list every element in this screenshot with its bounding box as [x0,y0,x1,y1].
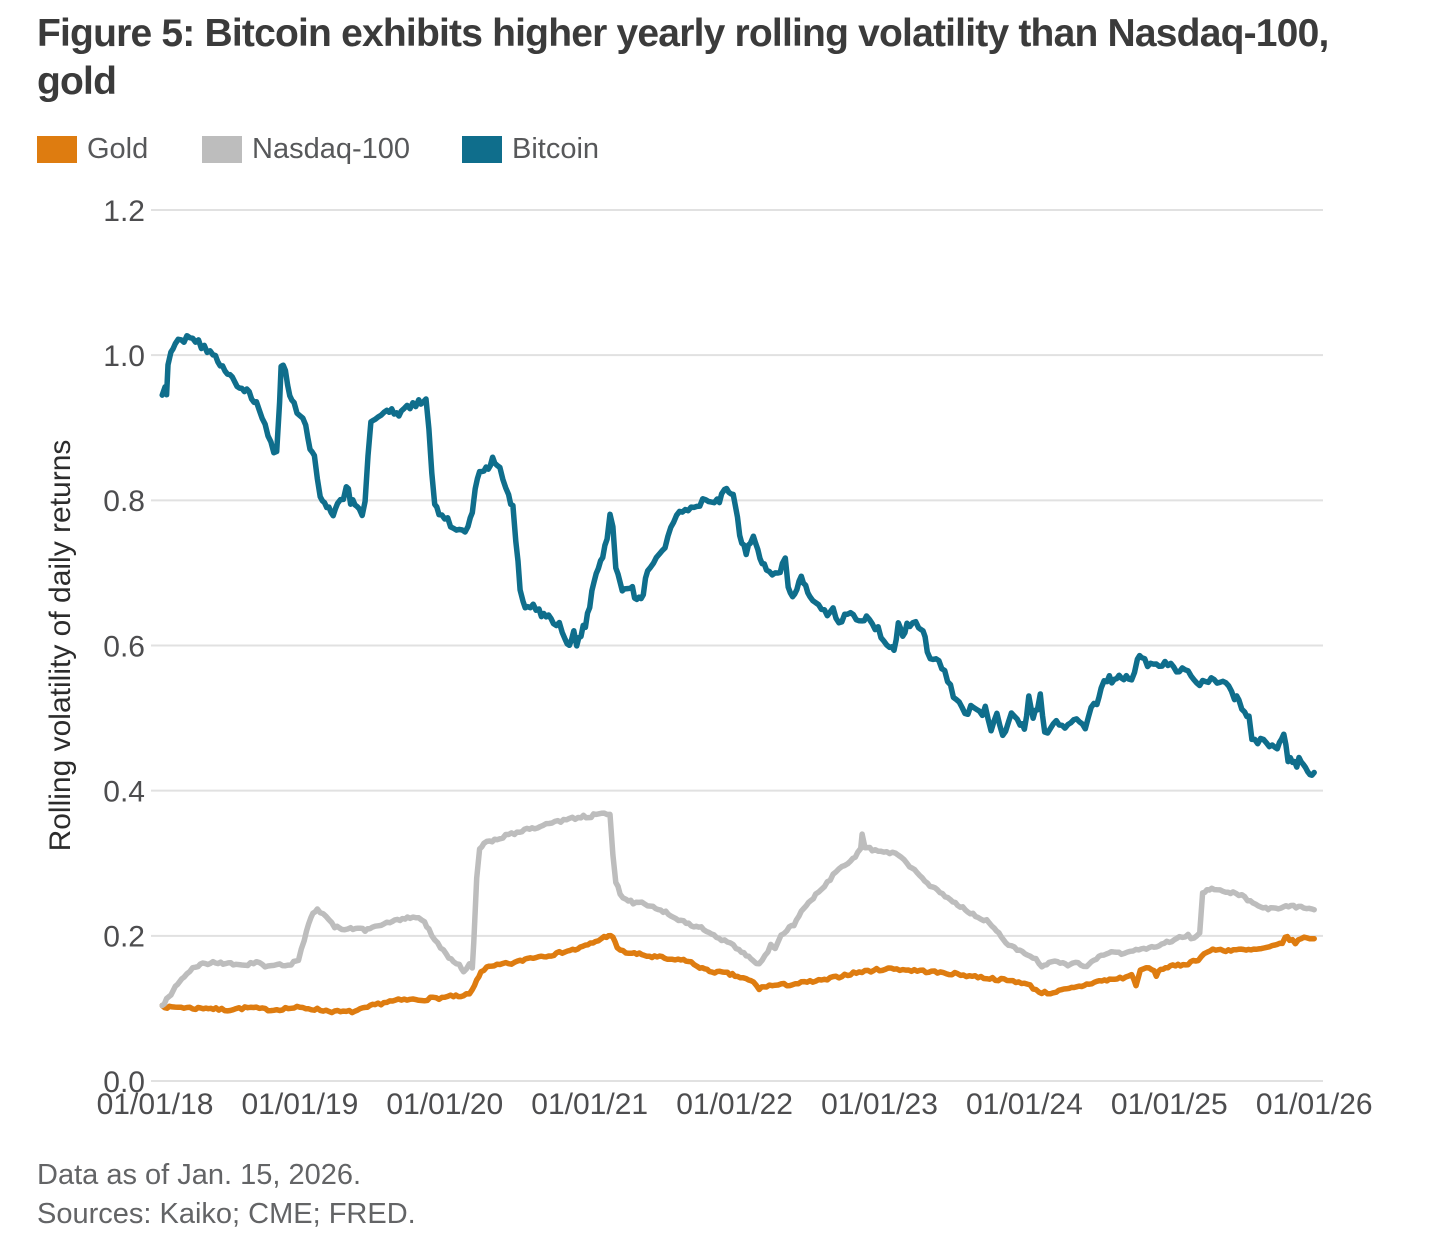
figure-title: Figure 5: Bitcoin exhibits higher yearly… [37,12,1329,104]
bitcoin-swatch-icon [462,135,502,163]
x-tick-label: 01/01/20 [386,1088,503,1121]
legend-item-nasdaq-100: Nasdaq-100 [202,132,410,165]
series-line-nasdaq-100 [159,810,1317,1009]
gold-swatch-icon [37,135,77,163]
y-tick-label: 1.0 [103,340,145,373]
x-tick-label: 01/01/21 [531,1088,648,1121]
legend-item-bitcoin: Bitcoin [462,132,600,165]
x-tick-label: 01/01/25 [1111,1088,1228,1121]
series-line-bitcoin [159,332,1317,778]
footnote-sources: Sources: Kaiko; CME; FRED. [37,1198,416,1230]
legend: Gold Nasdaq-100 Bitcoin [0,132,1450,165]
legend-item-gold: Gold [37,132,149,165]
series-line-gold [159,932,1317,1016]
y-axis-title: Rolling volatility of daily returns [44,440,77,852]
y-tick-label: 0.2 [103,921,145,954]
y-tick-label: 1.2 [103,195,145,228]
x-tick-label: 01/01/23 [821,1088,938,1121]
x-tick-label: 01/01/19 [242,1088,359,1121]
legend-label-gold: Gold [87,132,149,165]
x-tick-label: 01/01/22 [676,1088,793,1121]
legend-label-bitcoin: Bitcoin [512,132,600,165]
y-tick-label: 0.4 [103,775,145,808]
chart-footnotes: Data as of Jan. 15, 2026. Sources: Kaiko… [37,1156,416,1234]
y-tick-label: 0.0 [103,1066,145,1099]
y-tick-label: 0.8 [103,485,145,518]
x-tick-label: 01/01/26 [1256,1088,1373,1121]
legend-label-nasdaq-100: Nasdaq-100 [252,132,410,165]
x-tick-label: 01/01/18 [97,1088,214,1121]
y-tick-label: 0.6 [103,630,145,663]
footnote-data-asof: Data as of Jan. 15, 2026. [37,1159,362,1191]
x-tick-label: 01/01/24 [966,1088,1083,1121]
nasdaq-100-swatch-icon [202,135,242,163]
